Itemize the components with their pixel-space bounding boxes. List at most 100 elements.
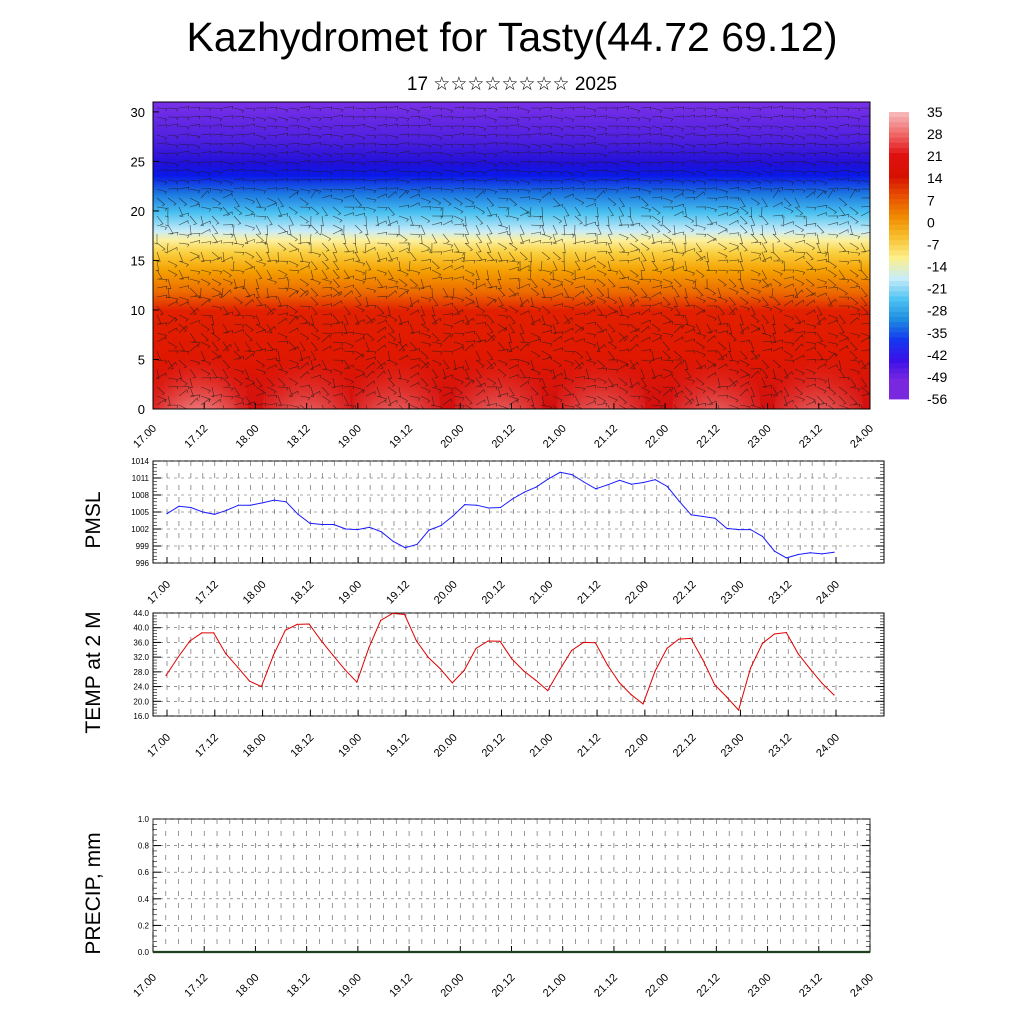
- colorbar-cell: [889, 219, 909, 226]
- y-tick-label: 1005: [131, 508, 149, 517]
- x-tick-label: 23.00: [719, 579, 747, 607]
- data-point: [761, 535, 764, 538]
- colorbar: 35 28 21 14 7 0 -7 -14 -21 -28 -35 -42 -49 -56: [889, 104, 947, 407]
- colorbar-cell: [889, 358, 909, 364]
- data-point: [690, 514, 692, 516]
- warm-blob: [774, 337, 863, 409]
- data-point: [595, 488, 597, 490]
- data-point: [559, 669, 561, 671]
- data-point: [510, 951, 513, 953]
- data-point: [678, 500, 680, 502]
- data-point: [202, 511, 204, 513]
- data-point: [749, 667, 752, 669]
- x-tick-label: 22.00: [643, 972, 671, 1000]
- colorbar-cell: [889, 388, 909, 395]
- data-point: [574, 951, 577, 953]
- data-point: [260, 686, 262, 688]
- data-point: [511, 498, 513, 500]
- x-tick-label: 19.00: [336, 732, 364, 760]
- data-point: [177, 656, 179, 659]
- data-point: [785, 557, 788, 559]
- colorbar-label: -7: [927, 236, 940, 252]
- x-tick-label: 24.00: [848, 972, 876, 1000]
- data-point: [498, 951, 500, 953]
- x-tick-label: 20.12: [480, 579, 508, 607]
- warm-blob: [352, 337, 441, 409]
- x-tick-label: 22.12: [695, 972, 723, 1000]
- data-point: [626, 951, 628, 953]
- data-point: [451, 682, 453, 684]
- data-point: [332, 654, 334, 656]
- data-point: [344, 951, 346, 953]
- data-point: [267, 951, 269, 953]
- data-point: [320, 640, 322, 642]
- colorbar-cell: [889, 270, 909, 277]
- y-tick-label: 0.0: [138, 948, 150, 957]
- data-point: [690, 951, 692, 953]
- data-point: [463, 669, 465, 672]
- colorbar-cell: [889, 245, 909, 251]
- data-point: [797, 653, 799, 655]
- colorbar-cell: [889, 337, 909, 344]
- section-x-tick-label: 20.12: [490, 423, 518, 451]
- data-point: [767, 951, 769, 953]
- data-point: [499, 506, 502, 509]
- section-panel: 0 5 10 15 20 25 30 17.00 17.12 18.00 18.12 19.00 19.…: [131, 101, 876, 451]
- data-point: [392, 612, 394, 615]
- x-tick-label: 19.12: [384, 579, 412, 607]
- x-tick-label: 18.00: [241, 579, 269, 607]
- colorbar-cell: [889, 276, 909, 282]
- data-point: [773, 633, 776, 635]
- colorbar-cell: [889, 229, 909, 236]
- section-y-tick-label: 5: [138, 352, 145, 367]
- y-axis-label: TEMP at 2 M: [82, 611, 105, 733]
- y-tick-label: 20.0: [133, 697, 149, 706]
- data-point: [728, 951, 730, 953]
- data-point: [178, 951, 180, 953]
- x-tick-label: 20.00: [432, 579, 460, 607]
- data-point: [382, 951, 385, 953]
- data-point: [869, 951, 871, 953]
- data-point: [613, 951, 615, 953]
- chart-title: Kazhydromet for Tasty(44.72 69.12): [186, 14, 838, 60]
- colorbar-cell: [889, 224, 909, 231]
- colorbar-cell: [889, 393, 909, 400]
- x-tick-label: 24.00: [814, 579, 842, 607]
- x-tick-label: 23.12: [766, 732, 794, 760]
- x-tick-label: 21.00: [541, 972, 569, 1000]
- y-tick-label: 1.0: [138, 815, 150, 824]
- data-point: [549, 951, 551, 953]
- colorbar-cell: [889, 373, 909, 379]
- data-point: [779, 951, 782, 953]
- data-point: [618, 681, 620, 684]
- y-tick-label: 999: [136, 542, 150, 551]
- data-point: [485, 951, 487, 953]
- data-point: [664, 951, 666, 953]
- colorbar-cell: [889, 332, 909, 338]
- colorbar-cell: [889, 214, 909, 221]
- data-point: [368, 526, 371, 528]
- data-point: [523, 951, 525, 953]
- y-tick-label: 32.0: [133, 653, 149, 662]
- data-point: [273, 499, 275, 501]
- colorbar-cell: [889, 306, 909, 313]
- data-point: [225, 652, 227, 655]
- colorbar-label: -28: [927, 303, 947, 319]
- x-tick-label: 19.00: [336, 579, 364, 607]
- data-point: [404, 547, 406, 549]
- data-point: [459, 951, 461, 953]
- colorbar-cell: [889, 378, 909, 385]
- data-point: [296, 623, 298, 626]
- data-point: [356, 681, 358, 683]
- data-point: [242, 951, 244, 953]
- data-point: [821, 682, 823, 684]
- x-tick-label: 18.12: [289, 579, 317, 607]
- data-point: [738, 709, 740, 711]
- x-tick-label: 17.00: [145, 732, 173, 760]
- colorbar-cell: [889, 347, 909, 354]
- colorbar-label: -49: [927, 369, 947, 385]
- data-point: [499, 640, 501, 642]
- colorbar-label: -21: [927, 281, 947, 297]
- colorbar-label: -56: [927, 391, 947, 407]
- colorbar-cell: [889, 255, 909, 262]
